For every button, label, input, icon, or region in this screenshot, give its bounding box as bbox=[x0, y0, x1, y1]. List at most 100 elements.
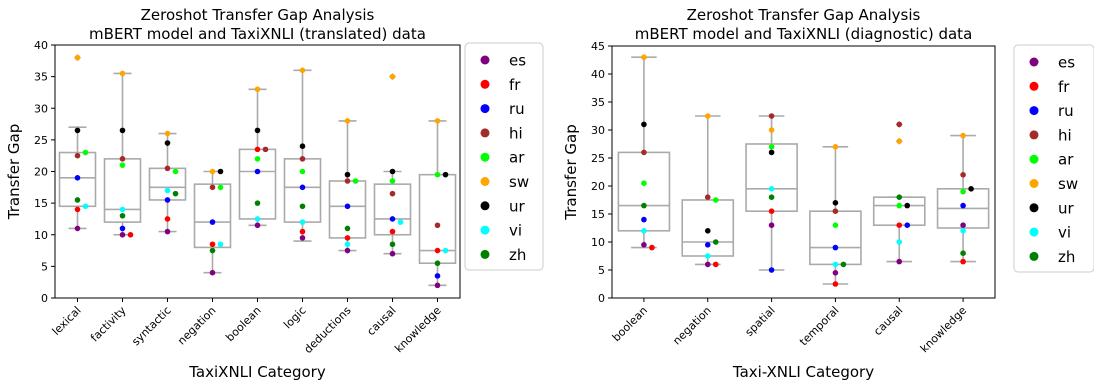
chart1-point-ru-lexical bbox=[74, 175, 81, 181]
chart1-point-es-negation bbox=[209, 269, 216, 276]
chart1-point-es-factivity bbox=[119, 231, 126, 238]
chart2-ytick-label: 40 bbox=[591, 68, 605, 81]
chart1-title: Zeroshot Transfer Gap Analysis bbox=[141, 6, 375, 24]
chart2-point-sw-spatial bbox=[768, 127, 775, 133]
chart1-point-ar-boolean bbox=[254, 156, 261, 162]
chart2-legend-marker-vi bbox=[1029, 227, 1039, 237]
chart1-point-es-knowledge bbox=[434, 282, 441, 289]
chart2-point-hi-spatial bbox=[768, 113, 775, 119]
chart1-legend-marker-zh bbox=[480, 249, 490, 259]
chart2-box-negation bbox=[681, 199, 735, 257]
chart1-xtick-label-causal: causal bbox=[364, 304, 398, 338]
chart1-point-es-lexical bbox=[74, 225, 81, 232]
chart1-legend-label-es: es bbox=[509, 52, 526, 70]
chart2-point-ar-boolean bbox=[641, 180, 647, 186]
chart1-ytick-label: 40 bbox=[34, 39, 48, 52]
chart1-legend-marker-ru bbox=[480, 104, 490, 114]
chart1-point-fr-logic bbox=[299, 228, 306, 235]
chart2-legend-marker-es bbox=[1029, 57, 1039, 67]
chart2-legend-label-vi: vi bbox=[1058, 224, 1071, 242]
chart1-legend-label-ru: ru bbox=[509, 100, 525, 118]
chart2-point-ar-spatial bbox=[768, 144, 775, 150]
chart2-point-ur-causal bbox=[904, 202, 911, 209]
chart1-point-vi-syntactic bbox=[164, 187, 171, 194]
chart2-point-vi-knowledge bbox=[960, 228, 966, 234]
chart1-legend-label-zh: zh bbox=[509, 246, 526, 264]
chart2-ytick-label: 10 bbox=[591, 236, 605, 249]
chart1-box-factivity bbox=[103, 158, 142, 223]
chart1-ytick-label: 25 bbox=[34, 134, 48, 147]
chart1-point-vi-knowledge bbox=[442, 247, 449, 254]
chart2-point-ru-negation bbox=[704, 242, 711, 248]
chart2-legend-label-ru: ru bbox=[1058, 102, 1074, 120]
chart2-legend-marker-fr bbox=[1029, 81, 1039, 91]
chart2-point-ru-spatial bbox=[768, 267, 775, 273]
chart1-point-hi-lexical bbox=[74, 152, 81, 159]
chart1-point-ar-lexical bbox=[82, 149, 89, 156]
chart1-ytick-label: 30 bbox=[34, 102, 48, 115]
chart1-legend-marker-sw bbox=[480, 177, 490, 186]
chart2-ytick-label: 15 bbox=[591, 208, 605, 221]
chart2-legend-label-es: es bbox=[1058, 54, 1075, 72]
chart1-point-hi-factivity bbox=[119, 156, 126, 162]
chart2-point-es-knowledge bbox=[960, 222, 966, 228]
chart2-ytick-label: 45 bbox=[591, 40, 605, 53]
chart2-ylabel: Transfer Gap bbox=[562, 124, 580, 220]
chart1-point-sw-factivity bbox=[119, 70, 126, 77]
chart1-point-zh-deductions bbox=[344, 225, 351, 232]
chart2-point-zh-negation bbox=[712, 239, 719, 245]
chart1-legend-marker-hi bbox=[480, 128, 490, 138]
chart2-legend-marker-hi bbox=[1029, 130, 1039, 140]
chart2-legend-marker-sw bbox=[1029, 179, 1039, 188]
chart2-point-ru-knowledge bbox=[960, 202, 966, 209]
chart2-ytick-label: 20 bbox=[591, 180, 605, 193]
chart1-ylabel: Transfer Gap bbox=[5, 124, 23, 220]
chart1-legend-marker-ar bbox=[480, 152, 490, 162]
chart1-point-ru-logic bbox=[299, 184, 306, 191]
chart1-point-fr-factivity bbox=[127, 231, 134, 238]
chart2-point-fr-spatial bbox=[768, 208, 775, 214]
chart2-point-sw-boolean bbox=[641, 54, 647, 60]
chart1-point-fr-syntactic bbox=[164, 216, 171, 222]
chart1-point-sw-logic bbox=[299, 67, 306, 74]
chart2-point-hi-boolean bbox=[641, 149, 647, 156]
chart1-point-es-logic bbox=[299, 235, 306, 241]
chart1-xtick-label-lexical: lexical bbox=[50, 304, 84, 338]
chart2-legend-label-sw: sw bbox=[1058, 175, 1078, 193]
chart1-xtick-label-negation: negation bbox=[175, 304, 219, 348]
chart2-box-temporal bbox=[809, 210, 862, 266]
chart2-legend-box bbox=[1013, 44, 1094, 273]
chart1-point-ar-syntactic bbox=[172, 168, 179, 175]
chart1-xtick-label-logic: logic bbox=[281, 304, 308, 331]
chart1-point-ar-negation bbox=[217, 184, 224, 191]
chart1-point-hi-knowledge bbox=[434, 222, 441, 229]
chart2-point-fr-negation bbox=[712, 261, 719, 268]
chart1-point-fr-lexical bbox=[74, 206, 81, 213]
chart2-point-ar-causal bbox=[896, 202, 903, 209]
chart1-point-ar-logic bbox=[299, 168, 306, 175]
chart2-point-hi-temporal bbox=[832, 208, 839, 214]
chart1-point-ru-syntactic bbox=[164, 197, 171, 203]
chart1-point-fr-boolean bbox=[254, 146, 261, 153]
chart2-xtick-label-temporal: temporal bbox=[797, 304, 841, 348]
chart1-ytick-label: 5 bbox=[41, 260, 48, 273]
chart1-ytick-label: 20 bbox=[34, 166, 48, 179]
chart1-point-sw-causal bbox=[389, 73, 396, 80]
chart2-point-zh-spatial bbox=[768, 194, 775, 200]
chart2-point-ar-temporal bbox=[832, 222, 839, 228]
chart2-box-spatial bbox=[745, 143, 798, 212]
chart1-legend-marker-ur bbox=[480, 201, 490, 211]
chart2-point-sw-causal bbox=[896, 138, 903, 144]
chart1-point-ur-knowledge bbox=[442, 171, 449, 178]
chart2-xtick-label-spatial: spatial bbox=[743, 304, 778, 339]
chart1-point-vi-logic bbox=[299, 219, 306, 225]
chart1-point-ar-knowledge bbox=[434, 171, 441, 178]
chart2-ytick-label: 30 bbox=[591, 124, 605, 137]
chart2-point-zh-boolean bbox=[641, 202, 647, 209]
chart1-point-vi-causal bbox=[397, 219, 404, 225]
chart1-point-ar-deductions bbox=[352, 178, 359, 184]
chart2-xtick-label-negation: negation bbox=[670, 304, 714, 348]
chart1-ytick-label: 0 bbox=[41, 292, 48, 305]
chart1-point-hi-causal bbox=[389, 190, 396, 197]
chart1-ytick-label: 15 bbox=[34, 197, 48, 210]
